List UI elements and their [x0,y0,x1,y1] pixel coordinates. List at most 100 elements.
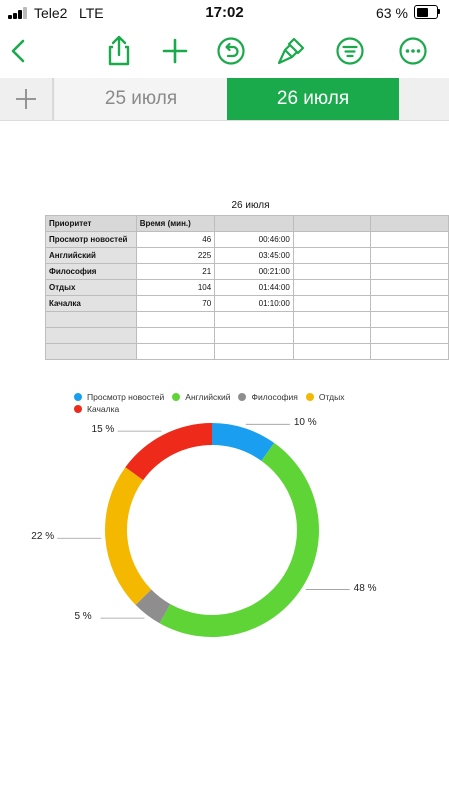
cell-minutes[interactable]: 104 [135,279,216,296]
cell-minutes[interactable]: 21 [135,263,216,280]
cell-name[interactable]: Качалка [45,295,137,312]
legend-swatch [74,393,82,401]
legend-swatch [305,393,314,401]
cell-empty[interactable] [370,263,449,280]
cell-minutes[interactable] [135,327,216,344]
table-row: Качалка 70 01:10:00 [45,295,449,312]
battery-percent: 63 % [376,5,408,21]
cell-empty[interactable] [370,247,449,264]
donut-chart [57,423,350,637]
sheet-tabs: 25 июля 26 июля [0,78,449,121]
cell-empty[interactable] [292,343,372,360]
undo-icon[interactable] [214,34,248,68]
cell-empty[interactable] [292,247,372,264]
cell-name[interactable] [45,343,137,360]
percent-label: 48 % [353,582,377,594]
legend-label: Отдых [318,392,345,402]
more-icon[interactable] [396,34,430,68]
legend-label: Философия [251,392,298,402]
table-row [45,343,449,360]
cell-minutes[interactable]: 70 [135,295,216,312]
add-sheet-button[interactable] [0,78,52,120]
table-row [45,311,449,328]
cell-empty[interactable] [292,295,372,312]
legend-label: Просмотр новостей [87,392,165,402]
header-cell[interactable] [370,215,449,232]
toolbar [0,28,449,74]
cell-empty[interactable] [292,327,372,344]
signal-icon [8,7,30,19]
cell-empty[interactable] [370,311,449,328]
cell-time[interactable]: 03:45:00 [214,247,294,264]
legend-swatch [238,393,247,401]
table-row: Просмотр новостей 46 00:46:00 [45,231,449,248]
percent-label: 5 % [74,611,92,623]
donut-slice[interactable] [125,423,212,481]
donut-slice[interactable] [159,442,319,637]
legend-item: Качалка [74,403,119,415]
data-table: Приоритет Время (мин.) Просмотр новостей… [45,215,449,360]
cell-time[interactable]: 00:46:00 [214,231,294,248]
cell-time[interactable] [214,343,294,360]
legend-swatch [172,393,181,401]
tab-divider [52,78,54,120]
battery-tip [438,9,440,14]
battery-icon [414,5,438,19]
back-icon[interactable] [2,34,36,68]
cell-name[interactable]: Философия [45,263,137,280]
legend-label: Качалка [87,404,120,414]
legend-item: Отдых [305,391,345,403]
cell-empty[interactable] [292,231,372,248]
cell-time[interactable]: 00:21:00 [214,263,294,280]
table-title: 26 июля [231,200,270,211]
header-cell[interactable] [292,215,372,232]
tab-25-july[interactable]: 25 июля [55,78,227,120]
cell-empty[interactable] [370,327,449,344]
cell-empty[interactable] [370,279,449,296]
header-cell[interactable] [214,215,294,232]
table-row [45,327,449,344]
header-cell[interactable]: Приоритет [45,215,137,232]
legend-item: Философия [238,391,298,403]
cell-minutes[interactable]: 225 [135,247,216,264]
filter-icon[interactable] [333,34,367,68]
legend-swatch [74,405,82,413]
share-icon[interactable] [102,34,136,68]
cell-name[interactable] [45,311,137,328]
cell-empty[interactable] [370,343,449,360]
tab-26-july[interactable]: 26 июля [227,78,399,120]
cell-time[interactable]: 01:10:00 [214,295,294,312]
cell-minutes[interactable] [135,311,216,328]
add-icon[interactable] [158,34,192,68]
donut-slice[interactable] [212,423,275,461]
cell-name[interactable]: Английский [45,247,137,264]
header-cell[interactable]: Время (мин.) [135,215,216,232]
brush-icon[interactable] [274,34,308,68]
cell-name[interactable]: Просмотр новостей [45,231,137,248]
cell-empty[interactable] [292,263,372,280]
cell-name[interactable] [45,327,137,344]
table-row: Философия 21 00:21:00 [45,263,449,280]
clock: 17:02 [205,4,244,21]
cell-empty[interactable] [292,311,372,328]
cell-minutes[interactable] [135,343,216,360]
header-row: Приоритет Время (мин.) [45,215,449,232]
percent-label: 15 % [91,424,115,436]
cell-minutes[interactable]: 46 [135,231,216,248]
legend-item: Просмотр новостей [74,391,164,403]
cell-empty[interactable] [370,231,449,248]
cell-name[interactable]: Отдых [45,279,137,296]
chart-legend: Просмотр новостей Английский Философия Отды… [74,391,394,415]
legend-label: Английский [185,392,231,402]
cell-empty[interactable] [292,279,372,296]
donut-slice[interactable] [135,589,171,624]
status-bar: Tele2 LTE 17:02 63 % [0,0,449,26]
cell-time[interactable] [214,327,294,344]
cell-time[interactable] [214,311,294,328]
cell-time[interactable]: 01:44:00 [214,279,294,296]
table-row: Отдых 104 01:44:00 [45,279,449,296]
table-row: Английский 225 03:45:00 [45,247,449,264]
donut-slice[interactable] [104,467,152,605]
legend-item: Английский [172,391,230,403]
cell-empty[interactable] [370,295,449,312]
